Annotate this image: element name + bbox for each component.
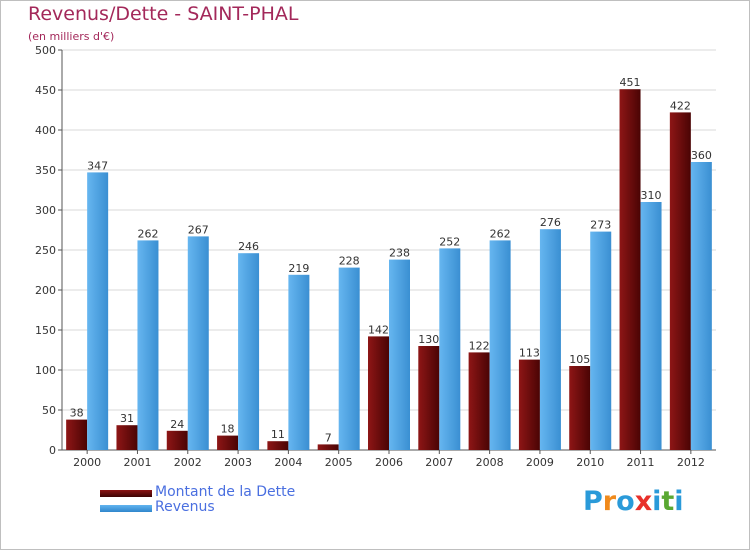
bar-revenus: [137, 240, 159, 450]
logo-letter: P: [583, 486, 603, 517]
bar-revenus: [187, 236, 209, 450]
bar-dette: [116, 425, 138, 450]
data-label-dette: 113: [519, 347, 540, 360]
data-label-dette: 38: [70, 407, 84, 420]
x-tick-label: 2011: [627, 456, 655, 469]
data-label-revenus: 273: [590, 219, 611, 232]
data-label-revenus: 360: [691, 149, 712, 162]
data-label-revenus: 238: [389, 247, 410, 260]
data-label-revenus: 252: [439, 235, 460, 248]
y-tick-label: 0: [49, 444, 56, 457]
bar-revenus: [640, 202, 662, 450]
bar-dette: [619, 89, 641, 450]
data-label-revenus: 228: [339, 255, 360, 268]
logo-letter: o: [616, 486, 635, 517]
bar-dette: [468, 352, 490, 450]
bar-revenus: [690, 162, 712, 450]
bar-dette: [267, 441, 289, 450]
legend-swatch-revenus: [100, 505, 152, 512]
data-label-dette: 422: [670, 99, 691, 112]
data-label-revenus: 276: [540, 216, 561, 229]
logo-letter: t: [661, 486, 675, 517]
data-label-revenus: 246: [238, 240, 259, 253]
bar-revenus: [590, 231, 612, 450]
data-label-revenus: 347: [87, 159, 108, 172]
bar-dette: [569, 366, 591, 450]
y-tick-label: 250: [35, 244, 56, 257]
legend-swatch-dette: [100, 490, 152, 497]
legend-label-dette: Montant de la Dette: [155, 484, 296, 500]
bar-dette: [66, 419, 88, 450]
bar-dette: [368, 336, 389, 450]
x-tick-label: 2003: [224, 456, 252, 469]
data-label-dette: 24: [170, 418, 184, 431]
bar-revenus: [288, 274, 310, 450]
y-tick-label: 300: [35, 204, 56, 217]
data-label-revenus: 262: [137, 227, 158, 240]
x-tick-label: 2004: [274, 456, 302, 469]
data-label-dette: 122: [469, 339, 490, 352]
data-label-dette: 130: [418, 333, 439, 346]
x-tick-label: 2010: [576, 456, 604, 469]
y-tick-label: 450: [35, 84, 56, 97]
y-tick-label: 400: [35, 124, 56, 137]
data-label-revenus: 262: [490, 227, 511, 240]
bar-revenus: [87, 172, 109, 450]
bar-dette: [217, 435, 239, 450]
bar-revenus: [389, 259, 410, 450]
bar-dette: [518, 359, 540, 450]
proxiti-logo: Proxiti: [583, 486, 684, 517]
x-tick-label: 2008: [476, 456, 504, 469]
logo-letter: i: [652, 486, 662, 517]
y-tick-label: 350: [35, 164, 56, 177]
bar-dette: [317, 444, 339, 450]
data-label-dette: 142: [368, 323, 389, 336]
data-label-dette: 7: [325, 431, 332, 444]
data-label-revenus: 267: [188, 223, 209, 236]
legend-label-revenus: Revenus: [155, 499, 215, 515]
chart-title: Revenus/Dette - SAINT-PHAL: [28, 3, 299, 25]
x-tick-label: 2000: [73, 456, 101, 469]
bar-dette: [166, 430, 188, 450]
data-label-revenus: 219: [288, 262, 309, 275]
x-tick-label: 2007: [425, 456, 453, 469]
x-tick-label: 2001: [123, 456, 151, 469]
bar-dette: [669, 112, 691, 451]
x-tick-label: 2002: [174, 456, 202, 469]
logo-letter: i: [674, 486, 684, 517]
data-label-revenus: 310: [641, 189, 662, 202]
bar-revenus: [439, 248, 461, 450]
bar-dette: [418, 346, 440, 450]
data-label-dette: 18: [221, 423, 235, 436]
x-tick-label: 2005: [325, 456, 353, 469]
data-label-dette: 105: [569, 353, 590, 366]
y-tick-label: 100: [35, 364, 56, 377]
x-tick-label: 2009: [526, 456, 554, 469]
y-tick-label: 150: [35, 324, 56, 337]
x-tick-label: 2006: [375, 456, 403, 469]
bar-revenus: [338, 267, 360, 450]
y-tick-label: 50: [42, 404, 56, 417]
bar-revenus: [539, 229, 561, 450]
logo-letter: x: [634, 486, 653, 517]
bar-revenus: [238, 253, 260, 450]
bar-revenus: [489, 240, 511, 450]
data-label-dette: 451: [620, 76, 641, 89]
y-tick-label: 200: [35, 284, 56, 297]
chart-subtitle: (en milliers d'€): [28, 30, 115, 43]
logo-letter: r: [602, 486, 617, 517]
x-tick-label: 2012: [677, 456, 705, 469]
data-label-dette: 11: [271, 428, 285, 441]
y-tick-label: 500: [35, 44, 56, 57]
data-label-dette: 31: [120, 412, 134, 425]
